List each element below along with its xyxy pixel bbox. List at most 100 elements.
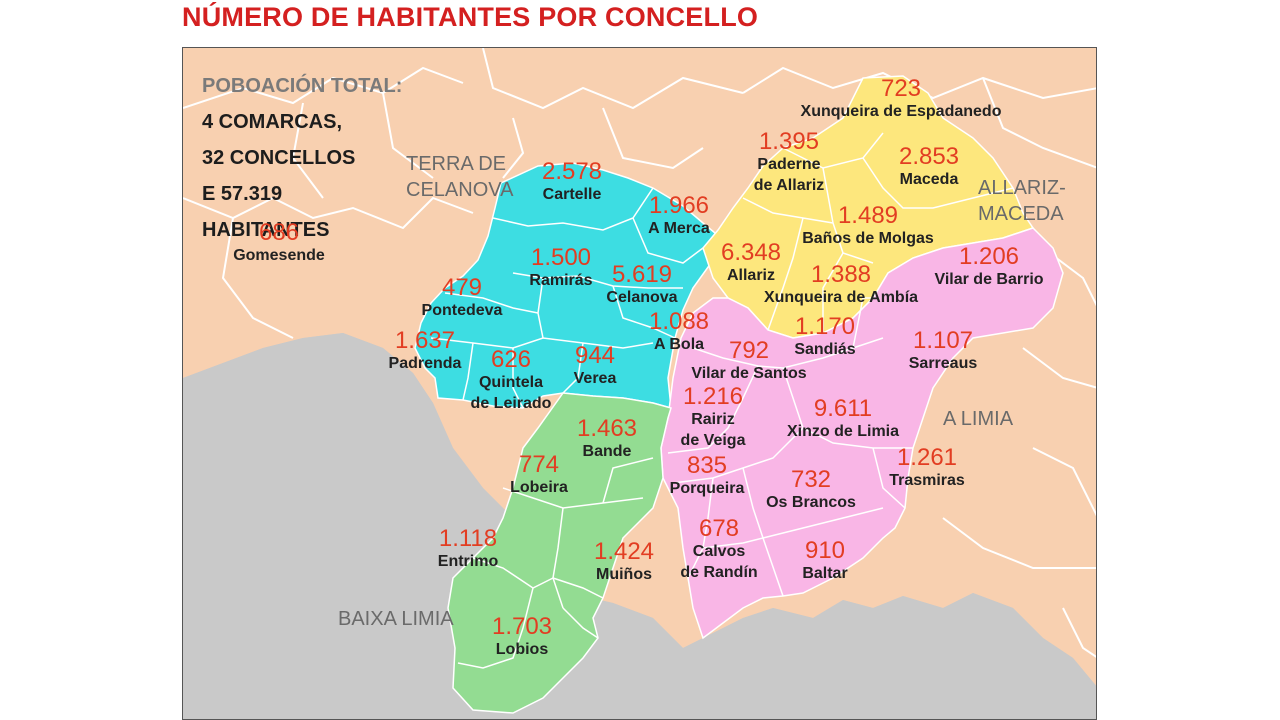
comarca-label-allariz-maceda: ALLARIZ- MACEDA	[978, 177, 1066, 225]
municipality-name: Xinzo de Limia	[786, 423, 900, 440]
muni-maceda: 2.853 Maceda	[899, 145, 959, 190]
population-value: 835	[686, 452, 728, 479]
muni-a-bola: 1.088 A Bola	[649, 310, 709, 355]
municipality-name: Ramirás	[529, 272, 593, 289]
population-value: 910	[804, 537, 846, 564]
summary-heading: POBOACIÓN TOTAL:	[202, 75, 403, 97]
municipality-name: Porqueira	[669, 480, 745, 497]
summary-concellos: 32 CONCELLOS	[202, 147, 356, 169]
population-value: 626	[490, 346, 532, 373]
municipality-name: Os Brancos	[766, 494, 856, 511]
municipality-name: Baltar	[802, 565, 848, 582]
population-value: 1.118	[438, 525, 498, 552]
municipality-name: Muiños	[596, 566, 652, 583]
muni-vilar-santos: 792 Vilar de Santos	[691, 339, 806, 384]
municipality-name: Celanova	[606, 289, 678, 306]
municipality-name: Lobios	[495, 641, 549, 658]
municipality-name: Vilar de Barrio	[934, 271, 1044, 288]
neighbouring-boundaries	[183, 48, 1096, 658]
population-value: 2.853	[898, 143, 960, 170]
municipality-name: Paderne de Allariz	[753, 156, 825, 194]
muni-cartelle: 2.578 Cartelle	[542, 160, 602, 205]
muni-muinos: 1.424 Muiños	[594, 540, 654, 585]
municipality-name: Padrenda	[388, 355, 462, 372]
muni-celanova: 5.619 Celanova	[606, 263, 677, 308]
population-value: 1.500	[530, 244, 592, 271]
muni-lobeira: 774 Lobeira	[510, 453, 568, 498]
muni-allariz: 6.348 Allariz	[721, 241, 781, 286]
population-value: 1.107	[912, 327, 974, 354]
municipality-name: Sandiás	[794, 341, 856, 358]
muni-pontedeva: 479 Pontedeva	[422, 276, 503, 321]
population-value: 1.170	[794, 313, 856, 340]
population-value: 2.578	[541, 158, 603, 185]
municipality-name: Allariz	[726, 267, 775, 284]
municipality-name: Xunqueira de Ambía	[763, 289, 919, 306]
municipality-name: Quintela de Leirado	[470, 374, 552, 412]
summary-comarcas: 4 COMARCAS,	[202, 111, 343, 133]
muni-entrimo: 1.118 Entrimo	[438, 527, 498, 572]
comarca-label-terra-de-celanova: TERRA DE CELANOVA	[406, 153, 514, 201]
population-value: 9.611	[813, 395, 873, 422]
municipality-name: Rairiz de Veiga	[680, 411, 746, 449]
population-value: 6.348	[720, 239, 782, 266]
population-value: 1.395	[758, 128, 820, 155]
population-value: 1.703	[491, 613, 553, 640]
population-value: 1.388	[810, 261, 872, 288]
population-value: 732	[790, 466, 832, 493]
population-value: 1.261	[896, 444, 958, 471]
municipality-name: Gomesende	[233, 247, 325, 264]
population-value: 774	[518, 451, 560, 478]
population-value: 1.216	[682, 383, 744, 410]
population-value: 723	[880, 75, 922, 102]
muni-xunqueira-espadanedo: 723 Xunqueira de Espadanedo	[801, 77, 1002, 122]
muni-sarreaus: 1.107 Sarreaus	[909, 329, 978, 374]
municipality-name: A Merca	[648, 220, 710, 237]
muni-vilar-barrio: 1.206 Vilar de Barrio	[934, 245, 1043, 290]
municipality-name: Sarreaus	[908, 355, 978, 372]
baixa-limia-boundaries	[457, 457, 654, 669]
municipality-name: Entrimo	[437, 553, 499, 570]
municipality-name: Xunqueira de Espadanedo	[800, 103, 1002, 120]
muni-sandias: 1.170 Sandiás	[794, 315, 855, 360]
muni-lobios: 1.703 Lobios	[492, 615, 552, 660]
population-value: 1.206	[958, 243, 1020, 270]
region-baixa-limia	[447, 392, 672, 714]
limia-boundaries	[667, 297, 913, 597]
map-frame: POBOACIÓN TOTAL: 4 COMARCAS, 32 CONCELLO…	[182, 47, 1097, 720]
muni-trasmiras: 1.261 Trasmiras	[889, 446, 965, 491]
municipality-name: Calvos de Randín	[680, 543, 758, 581]
municipality-name: Baños de Molgas	[802, 230, 934, 247]
muni-bande: 1.463 Bande	[577, 417, 637, 462]
muni-xinzo-limia: 9.611 Xinzo de Limia	[787, 397, 899, 442]
municipality-name: Cartelle	[542, 186, 602, 203]
municipality-name: Maceda	[899, 171, 959, 188]
municipality-name: A Bola	[653, 336, 705, 353]
population-value: 1.424	[593, 538, 655, 565]
muni-gomesende: 686 Gomesende	[233, 221, 325, 266]
population-value: 1.088	[648, 308, 710, 335]
muni-calvos-randin: 678 Calvos de Randín	[680, 517, 757, 583]
population-value: 686	[258, 219, 300, 246]
summary-total: E 57.319	[202, 183, 283, 205]
summary-habitantes: HABITANTES	[202, 219, 330, 241]
population-value: 944	[574, 342, 616, 369]
allariz-boundaries	[742, 132, 1014, 333]
municipality-name: Vilar de Santos	[691, 365, 807, 382]
population-value: 479	[441, 274, 483, 301]
outside-galicia	[183, 333, 1096, 719]
muni-os-brancos: 732 Os Brancos	[766, 468, 856, 513]
muni-a-merca: 1.966 A Merca	[648, 194, 710, 239]
muni-ramiras: 1.500 Ramirás	[529, 246, 592, 291]
muni-baltar: 910 Baltar	[802, 539, 847, 584]
map-canvas	[183, 48, 1096, 719]
municipality-name: Bande	[582, 443, 632, 460]
map-title: NÚMERO DE HABITANTES POR CONCELLO	[182, 2, 759, 32]
muni-rairiz-veiga: 1.216 Rairiz de Veiga	[681, 385, 746, 451]
population-value: 1.637	[394, 327, 456, 354]
celanova-boundaries	[430, 187, 704, 409]
muni-xunqueira-ambia: 1.388 Xunqueira de Ambía	[764, 263, 918, 308]
population-value: 5.619	[611, 261, 673, 288]
muni-padrenda: 1.637 Padrenda	[389, 329, 462, 374]
muni-paderne-allariz: 1.395 Paderne de Allariz	[754, 130, 825, 196]
